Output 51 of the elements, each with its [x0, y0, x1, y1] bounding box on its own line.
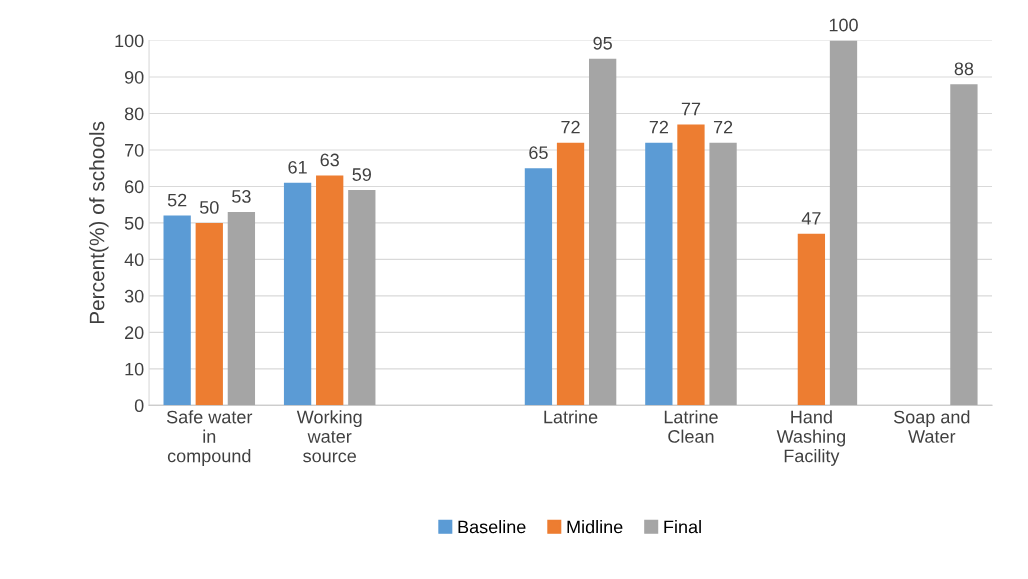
bar [227, 211, 256, 406]
y-tick-label: 40 [124, 253, 144, 267]
data-label: 95 [593, 36, 612, 50]
y-tick-label: 80 [124, 107, 144, 121]
y-tick-label: 70 [125, 143, 144, 157]
y-tick-label: 10 [125, 362, 144, 376]
y-tick-label: 30 [124, 289, 144, 303]
data-label: 77 [681, 102, 701, 116]
data-label: 59 [352, 168, 371, 181]
y-tick-label: 60 [125, 180, 144, 194]
data-label: 47 [801, 212, 821, 225]
bar [829, 40, 858, 406]
legend-label: Final [664, 520, 701, 534]
y-tick-label: 100 [115, 34, 144, 48]
bar [283, 182, 312, 406]
bar [348, 190, 376, 406]
x-tick-label: Soap and Water [893, 410, 970, 443]
y-tick-label: 90 [124, 70, 144, 84]
data-label: 88 [954, 62, 974, 76]
bar [316, 175, 344, 406]
bar [163, 215, 191, 406]
data-label: 50 [199, 201, 219, 214]
data-label: 52 [167, 193, 187, 207]
data-label: 65 [529, 146, 548, 160]
x-tick-label: Latrine [544, 410, 598, 424]
bar [589, 58, 617, 406]
data-label: 72 [713, 120, 733, 134]
data-label: 53 [232, 190, 251, 203]
bar [524, 168, 553, 406]
bar [709, 142, 737, 406]
data-label: 100 [829, 18, 858, 32]
data-label: 72 [649, 120, 668, 134]
data-label: 72 [561, 120, 580, 134]
x-tick-label: Safe water in compound [166, 410, 253, 466]
data-label: 63 [320, 153, 339, 167]
bar [950, 84, 978, 406]
x-tick-label: Hand Washing Facility [776, 410, 846, 466]
bar [556, 142, 585, 406]
x-tick-label: Latrine Clean [664, 410, 718, 443]
y-tick-label: 50 [124, 216, 144, 230]
bar [645, 142, 673, 406]
bar [195, 222, 223, 406]
y-tick-label: 20 [125, 326, 144, 340]
y-axis-title: Percent(%) of schools [89, 121, 109, 324]
bar [797, 233, 826, 406]
bar [677, 124, 705, 406]
x-tick-label: Working water source [296, 410, 362, 463]
legend-label: Baseline [458, 520, 526, 534]
y-tick-label: 0 [134, 399, 144, 413]
data-label: 61 [288, 160, 307, 174]
legend-label: Midline [567, 520, 623, 534]
